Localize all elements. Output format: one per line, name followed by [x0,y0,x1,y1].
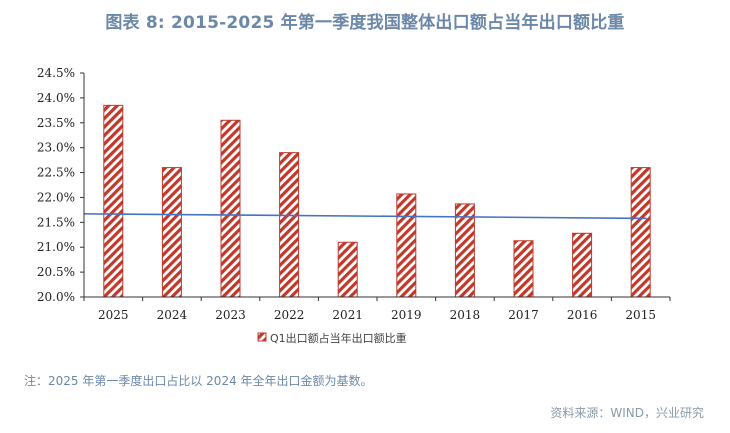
bar-2018 [454,203,475,298]
y-tick-label: 24.0% [37,91,75,105]
x-tick-label: 2022 [274,308,305,322]
x-tick-label: 2019 [391,308,422,322]
x-tick-label: 2018 [450,308,481,322]
bar-2015 [630,167,651,298]
bar-2024 [161,167,182,298]
bar-2025 [103,104,124,298]
y-tick-label: 22.0% [37,190,75,204]
y-tick-label: 23.5% [37,116,75,130]
y-tick-label: 20.5% [37,265,75,279]
x-tick-label: 2025 [98,308,129,322]
bar-2017 [513,240,534,298]
bar-2021 [337,241,358,298]
y-tick-label: 20.0% [37,290,75,304]
source-note: 资料来源：WIND，兴业研究 [550,406,704,420]
y-tick-label: 21.5% [37,215,75,229]
y-tick-label: 22.5% [37,166,75,180]
reference-line [83,213,647,220]
bar-2023 [220,119,241,298]
y-tick-label: 23.0% [37,141,75,155]
legend-swatch [257,332,267,342]
x-tick-label: 2024 [157,308,188,322]
bar-2019 [396,193,417,298]
bar-2022 [279,152,300,298]
legend-label: Q1出口额占当年出口额比重 [270,331,407,345]
x-tick-label: 2021 [332,308,363,322]
chart-title: 图表 8: 2015-2025 年第一季度我国整体出口额占当年出口额比重 [105,13,625,33]
y-tick-label: 21.0% [37,240,75,254]
x-tick-label: 2016 [567,308,598,322]
y-tick-label: 24.5% [37,66,75,80]
x-tick-label: 2017 [508,308,539,322]
x-tick-label: 2023 [215,308,246,322]
bar-2016 [572,232,593,298]
x-tick-label: 2015 [625,308,656,322]
footnote: 注：2025 年第一季度出口占比以 2024 年全年出口金额为基数。 [24,374,373,388]
